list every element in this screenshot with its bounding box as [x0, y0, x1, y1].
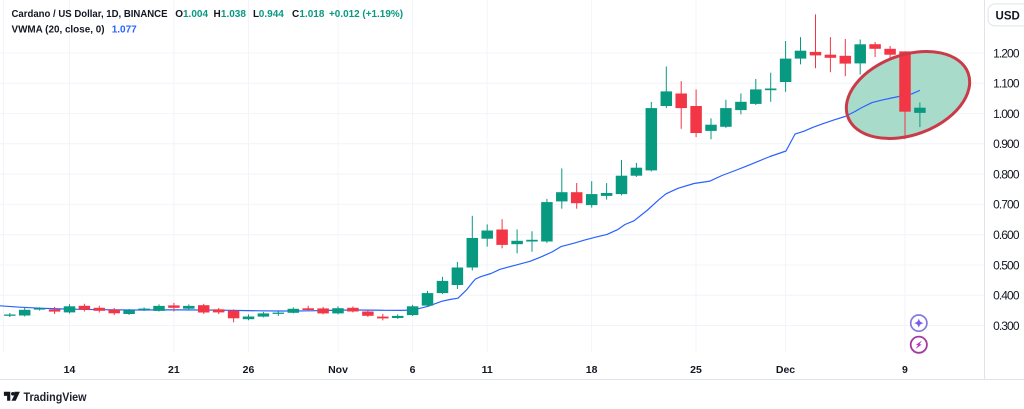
svg-text:TradingView: TradingView [24, 392, 87, 404]
svg-text:1.038: 1.038 [221, 9, 246, 20]
svg-text:L: L [253, 9, 259, 20]
svg-text:0.300: 0.300 [993, 319, 1020, 333]
svg-text:1.200: 1.200 [993, 46, 1020, 60]
svg-text:0.500: 0.500 [993, 258, 1020, 272]
svg-text:1.018: 1.018 [299, 9, 324, 20]
svg-text:0.900: 0.900 [993, 137, 1020, 151]
svg-text:0.800: 0.800 [993, 167, 1020, 181]
svg-text:VWMA (20, close, 0): VWMA (20, close, 0) [12, 24, 105, 35]
svg-text:9: 9 [902, 364, 908, 376]
svg-text:O: O [175, 9, 183, 20]
svg-text:25: 25 [690, 364, 702, 376]
svg-text:1.100: 1.100 [993, 77, 1020, 91]
svg-text:1.004: 1.004 [183, 9, 208, 20]
svg-text:6: 6 [410, 364, 416, 376]
svg-text:26: 26 [243, 364, 255, 376]
svg-text:0.400: 0.400 [993, 289, 1020, 303]
svg-text:1.000: 1.000 [993, 107, 1020, 121]
svg-text:Nov: Nov [328, 364, 348, 376]
svg-text:0.600: 0.600 [993, 228, 1020, 242]
svg-text:C: C [292, 9, 299, 20]
svg-text:14: 14 [64, 364, 76, 376]
svg-text:+0.012 (+1.19%): +0.012 (+1.19%) [329, 9, 403, 20]
svg-text:Cardano / US Dollar, 1D, BINAN: Cardano / US Dollar, 1D, BINANCE [12, 9, 168, 20]
svg-text:21: 21 [168, 364, 180, 376]
svg-text:Dec: Dec [776, 364, 795, 376]
svg-text:USD: USD [996, 11, 1020, 23]
svg-text:11: 11 [482, 364, 493, 376]
svg-text:1.077: 1.077 [112, 24, 137, 35]
svg-text:0.700: 0.700 [993, 198, 1020, 212]
svg-text:0.944: 0.944 [259, 9, 284, 20]
svg-text:18: 18 [586, 364, 598, 376]
svg-text:H: H [214, 9, 221, 20]
